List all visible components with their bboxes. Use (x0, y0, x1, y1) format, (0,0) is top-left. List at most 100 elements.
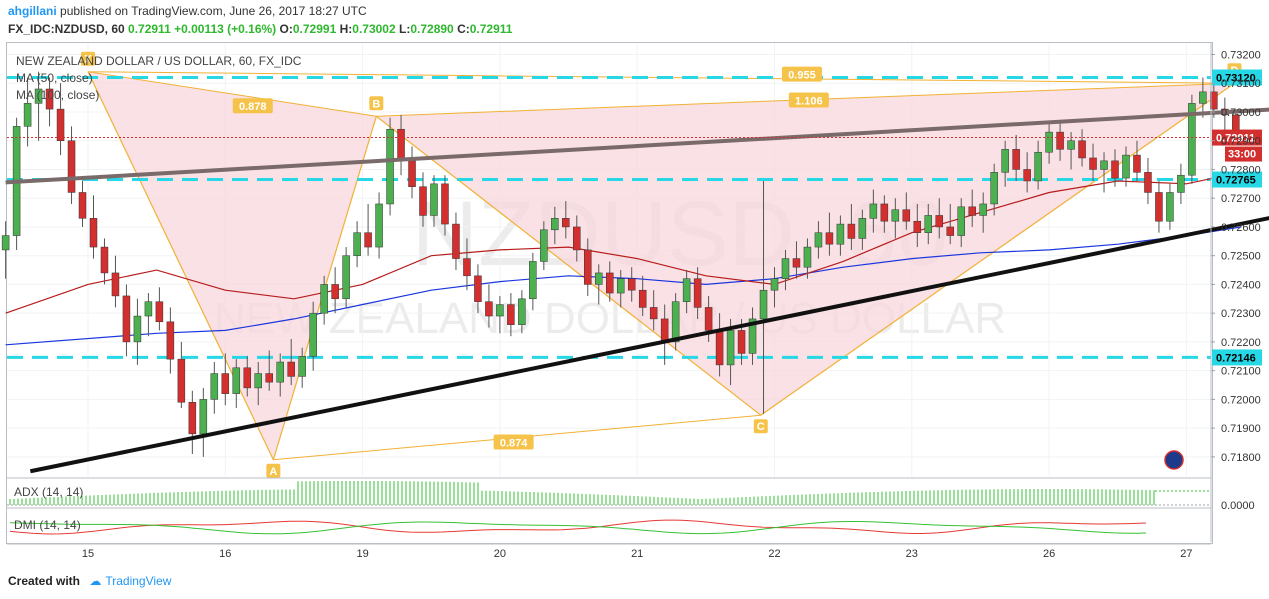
candle-body (463, 258, 471, 277)
candle-body (518, 298, 526, 325)
countdown-box (1225, 146, 1262, 162)
x-tick-label: 21 (631, 548, 643, 560)
dmi-minus-line (9, 519, 1147, 535)
candle-body (419, 186, 427, 216)
candle-body (957, 206, 965, 236)
candle-body (759, 289, 768, 320)
candle (111, 255, 120, 308)
candle (1133, 140, 1141, 181)
candle (529, 252, 537, 311)
y-tick-label: 0.73100 (1221, 78, 1261, 90)
candle-body (540, 229, 548, 262)
candle-body (254, 373, 263, 389)
candle (463, 238, 471, 291)
trendline-upper[interactable] (5, 107, 1269, 185)
candle-body (144, 301, 153, 317)
candle-body (693, 278, 702, 308)
candle (221, 353, 230, 406)
candle-body (496, 304, 504, 317)
candle (56, 83, 65, 156)
candle (1089, 143, 1097, 181)
candle (89, 195, 98, 259)
candle (979, 192, 987, 233)
y-tick-label: 0.72800 (1221, 164, 1261, 176)
candle (1056, 120, 1064, 161)
open-value: 0.72991 (292, 22, 337, 36)
candle (287, 339, 295, 386)
candle-body (430, 183, 438, 216)
candle-body (979, 203, 987, 216)
candle-body (452, 223, 460, 259)
candle (188, 390, 197, 455)
trendline-lower[interactable] (29, 211, 1269, 474)
candle-body (935, 215, 944, 228)
adx-legend[interactable]: ADX (14, 14) (14, 485, 84, 499)
candle (1199, 77, 1207, 118)
high-label: H: (339, 22, 353, 36)
author-link[interactable]: ahgillani (8, 4, 57, 18)
candle-body (1045, 131, 1053, 153)
dmi-legend[interactable]: DMI (14, 14) (14, 518, 81, 532)
candle-body (23, 103, 32, 127)
tradingview-logo-icon[interactable]: ☁ (89, 574, 102, 588)
price-change: +0.00113 (+0.16%) (174, 22, 277, 36)
candle-body (562, 218, 570, 228)
candle (177, 341, 186, 409)
close-value: 0.72911 (469, 22, 513, 36)
pattern-leg (87, 71, 274, 461)
candle-body (1034, 151, 1042, 182)
candle (935, 198, 944, 239)
pattern-leg (760, 82, 1235, 416)
price-tag-box (1212, 349, 1262, 366)
tradingview-brand[interactable]: TradingView (105, 574, 172, 588)
candle-body (803, 246, 812, 268)
candle (562, 201, 570, 239)
candle (858, 209, 867, 250)
symbol-label: FX_IDC:NZDUSD, 60 (8, 22, 125, 36)
candle (23, 77, 32, 147)
ratio-box (781, 66, 822, 82)
candle (880, 195, 889, 233)
candle-body (133, 315, 142, 343)
ma50-line (5, 171, 1242, 314)
candle (320, 275, 328, 325)
candle (638, 275, 647, 317)
candle-body (1089, 157, 1097, 170)
candle (34, 71, 43, 141)
candle-body (715, 330, 724, 366)
high-value: 0.73002 (352, 22, 396, 36)
events-flag-icon[interactable] (1164, 450, 1184, 470)
ma50-legend[interactable]: MA (50, close) (16, 71, 93, 85)
candle (375, 192, 383, 259)
candle-body (1012, 149, 1020, 170)
candle (1166, 183, 1174, 230)
candle-body (781, 258, 790, 279)
candle-body (1122, 154, 1130, 179)
candle-body (1144, 172, 1152, 193)
candle-body (342, 255, 350, 300)
candle (1001, 140, 1009, 187)
candle-body (968, 206, 976, 216)
candle-body (704, 307, 713, 331)
candle-body (441, 183, 449, 225)
candle-body (122, 295, 131, 343)
candle (485, 284, 493, 328)
candle (1177, 163, 1185, 204)
candle-body (584, 249, 592, 285)
x-tick-label: 19 (356, 548, 368, 560)
candle-body (1056, 131, 1064, 150)
pattern-point-box (81, 51, 95, 66)
candle-body (309, 312, 317, 357)
candle (1111, 149, 1119, 187)
candle-body (792, 258, 801, 268)
candle (595, 264, 603, 305)
low-value: 0.72890 (410, 22, 454, 36)
candle-body (660, 318, 669, 343)
ma100-legend[interactable]: MA (100, close) (16, 88, 100, 102)
dmi-plus-line (9, 521, 1147, 535)
footer: Created with ☁ TradingView (8, 574, 171, 588)
last-price: 0.72911 (128, 22, 171, 36)
candle (836, 215, 845, 256)
pattern-point-label: B (372, 98, 380, 110)
